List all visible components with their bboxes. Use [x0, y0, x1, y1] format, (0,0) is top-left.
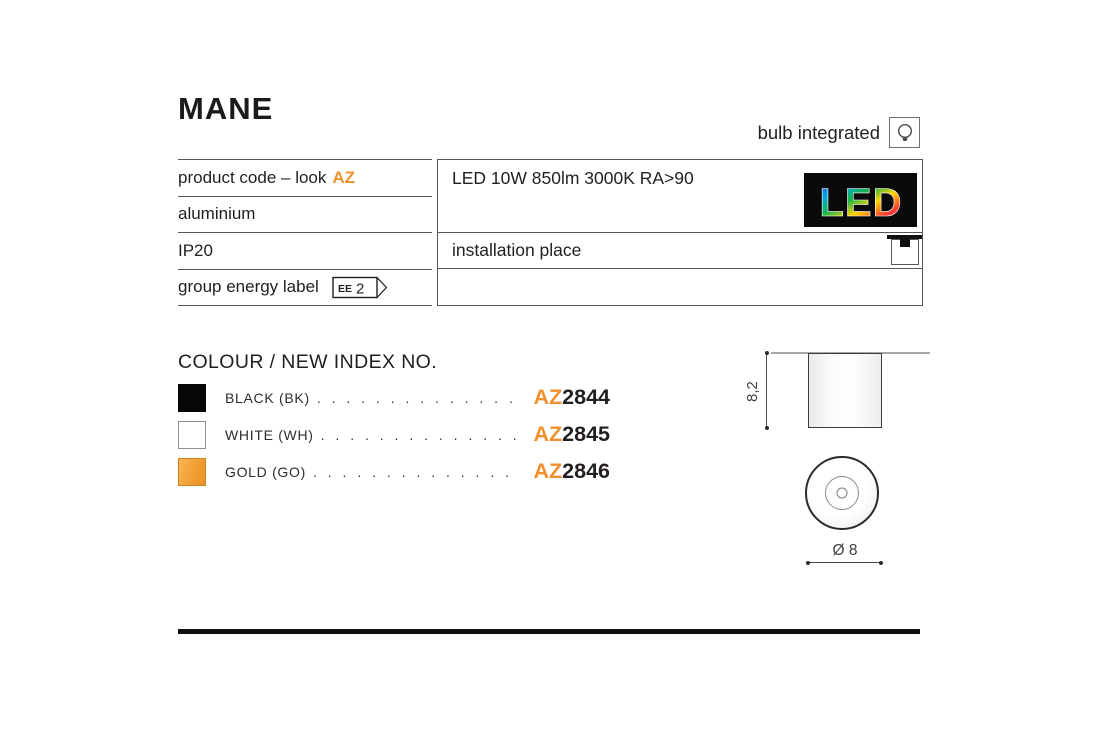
footer-divider-bar — [178, 629, 920, 634]
energy-badge-class-number: 2 — [356, 280, 364, 297]
spec-row-ip-rating: IP20 — [178, 233, 432, 270]
dimension-endpoint-dot — [764, 426, 769, 430]
code-number: 2845 — [562, 422, 610, 446]
colour-section-heading: COLOUR / NEW INDEX NO. — [178, 351, 438, 373]
diameter-dimension-label: Ø 8 — [832, 542, 858, 559]
height-dimension-line — [766, 353, 768, 428]
spec-row-energy-label: group energy label EE 2 — [178, 270, 432, 306]
code-number: 2844 — [562, 385, 610, 409]
dot-leader: . . . . . . . . . . . . . . — [320, 426, 521, 443]
colour-row-gold: GOLD (GO) . . . . . . . . . . . . . . AZ… — [178, 457, 610, 486]
product-index-code: AZ2846 — [533, 459, 610, 484]
lamp-bottom-view — [805, 456, 879, 530]
spec-table-right-column: LED 10W 850lm 3000K RA>90 — [437, 159, 923, 306]
led-logo: LED — [804, 173, 917, 232]
lamp-inner-ring — [825, 476, 859, 510]
colour-name: GOLD (GO) — [225, 463, 306, 480]
spec-cell-empty — [438, 269, 922, 305]
colour-name: BLACK (BK) — [225, 389, 310, 406]
energy-class-badge: EE 2 — [332, 276, 388, 298]
bulb-icon — [889, 117, 920, 148]
ceiling-bar — [887, 235, 922, 239]
code-number: 2846 — [562, 459, 610, 483]
product-code-look-accent: AZ — [332, 167, 356, 187]
page-title: MANE — [178, 91, 274, 126]
colour-name: WHITE (WH) — [225, 426, 314, 443]
product-code-label: product code – look — [178, 167, 327, 187]
ceiling-reference-line — [771, 352, 930, 354]
product-index-code: AZ2844 — [533, 385, 610, 410]
spec-table-left-column: product code – look AZ aluminium IP20 gr… — [178, 159, 432, 306]
energy-label-text: group energy label — [178, 277, 319, 297]
product-index-code: AZ2845 — [533, 422, 610, 447]
gold-colour-swatch — [178, 457, 206, 486]
mount-block — [900, 238, 910, 247]
code-prefix: AZ — [533, 459, 563, 483]
lamp-center-detail — [836, 487, 848, 499]
height-dimension-label: 8,2 — [744, 381, 761, 402]
bulb-integrated-label: bulb integrated — [757, 121, 880, 143]
dot-leader: . . . . . . . . . . . . . . — [316, 389, 517, 406]
energy-badge-ee-text: EE — [338, 283, 352, 295]
spec-cell-led: LED 10W 850lm 3000K RA>90 — [438, 160, 922, 233]
lamp-side-view — [808, 353, 882, 428]
code-prefix: AZ — [533, 385, 563, 409]
code-prefix: AZ — [533, 422, 563, 446]
diameter-dimension-line — [809, 562, 881, 564]
dimension-endpoint-dot — [879, 560, 883, 565]
bulb-integrated-note: bulb integrated — [758, 117, 920, 148]
dimension-endpoint-dot — [764, 351, 769, 355]
ip-rating-label: IP20 — [178, 240, 213, 260]
spec-cell-installation: installation place — [438, 233, 922, 269]
material-label: aluminium — [178, 204, 256, 224]
colour-index-list: BLACK (BK) . . . . . . . . . . . . . . A… — [178, 383, 610, 494]
spec-row-material: aluminium — [178, 197, 432, 233]
dot-leader: . . . . . . . . . . . . . . — [312, 463, 513, 480]
colour-row-white: WHITE (WH) . . . . . . . . . . . . . . A… — [178, 420, 610, 449]
ceiling-mount-icon — [887, 235, 922, 267]
colour-row-black: BLACK (BK) . . . . . . . . . . . . . . A… — [178, 383, 610, 412]
led-logo-text: LED — [820, 181, 903, 225]
dimension-endpoint-dot — [806, 560, 810, 565]
led-spec-text: LED 10W 850lm 3000K RA>90 — [452, 168, 694, 188]
installation-place-label: installation place — [452, 240, 582, 260]
black-colour-swatch — [178, 383, 206, 412]
white-colour-swatch — [178, 420, 206, 449]
spec-row-product-code: product code – look AZ — [178, 160, 432, 197]
